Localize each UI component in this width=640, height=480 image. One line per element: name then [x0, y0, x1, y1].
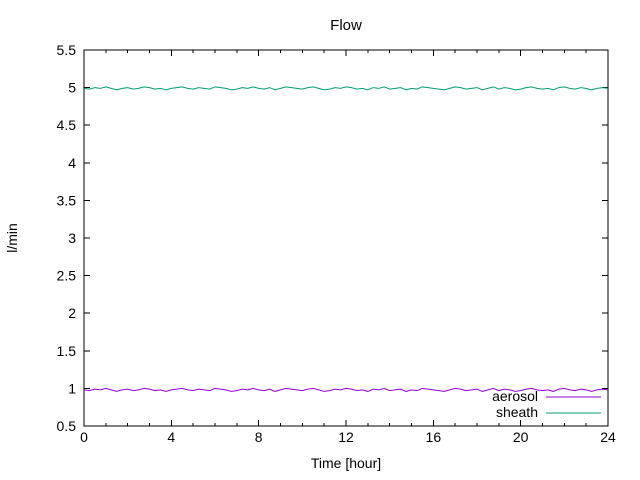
x-tick-label: 8: [255, 429, 263, 445]
legend-label-aerosol: aerosol: [492, 388, 538, 404]
x-tick-label: 0: [80, 429, 88, 445]
x-tick-label: 20: [513, 429, 529, 445]
y-tick-label: 4.5: [57, 117, 77, 133]
x-tick-label: 24: [600, 429, 616, 445]
y-tick-label: 1: [68, 380, 76, 396]
y-tick-label: 0.5: [57, 418, 77, 434]
x-tick-label: 4: [167, 429, 175, 445]
legend-label-sheath: sheath: [496, 404, 538, 420]
legend: aerosol sheath: [492, 388, 601, 420]
plot-border: [83, 49, 609, 427]
y-tick-label: 3: [68, 230, 76, 246]
x-tick-label: 16: [426, 429, 442, 445]
y-tick-label: 2.5: [57, 268, 77, 284]
y-tick-label: 4: [68, 155, 76, 171]
y-tick-label: 1.5: [57, 343, 77, 359]
x-tick-label: 12: [338, 429, 354, 445]
x-axis-label: Time [hour]: [311, 455, 381, 471]
chart-title: Flow: [330, 17, 362, 34]
y-tick-label: 3.5: [57, 192, 77, 208]
series-line-sheath: [83, 86, 609, 91]
series-line-aerosol: [83, 387, 609, 392]
y-tick-label: 2: [68, 305, 76, 321]
y-tick-label: 5.5: [57, 42, 77, 58]
y-axis-label: l/min: [4, 223, 20, 253]
y-tick-label: 5: [68, 80, 76, 96]
